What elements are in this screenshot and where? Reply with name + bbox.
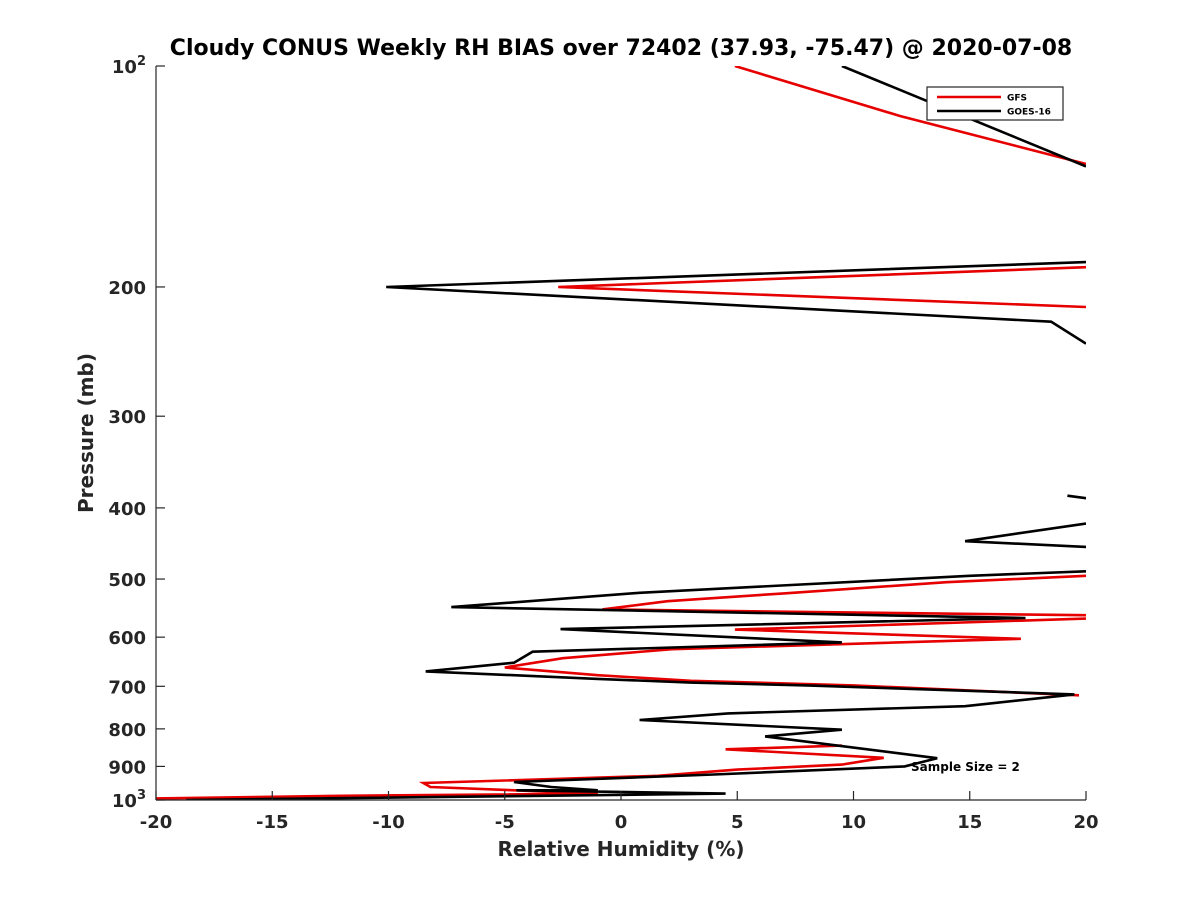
legend-box bbox=[926, 86, 1064, 121]
y-tick-label: 800 bbox=[108, 720, 146, 741]
y-tick-label: 400 bbox=[108, 499, 146, 520]
y-tick-label: 200 bbox=[108, 278, 146, 299]
series-gfs-line-0 bbox=[734, 66, 1086, 166]
series-gfs-line-1 bbox=[558, 265, 1086, 309]
y-tick-label: 900 bbox=[108, 757, 146, 778]
series-goes-16-line-1 bbox=[386, 260, 1086, 345]
ticks: -20 -15 -10 -5 0 5 10 15 20 102 200 300 400 500 600 700… bbox=[108, 54, 1098, 833]
x-tick-label: -20 bbox=[140, 812, 173, 833]
x-tick-label: -15 bbox=[256, 812, 289, 833]
legend: GFS GOES-16 bbox=[926, 86, 1064, 121]
y-axis-label: Pressure (mb) bbox=[74, 353, 98, 513]
y-tick-label: 103 bbox=[112, 788, 146, 812]
series-gfs-line-2 bbox=[602, 574, 1086, 617]
sample-size-annotation: Sample Size = 2 bbox=[911, 760, 1020, 774]
y-tick-label: 700 bbox=[108, 677, 146, 698]
legend-label-goes-16: GOES-16 bbox=[1007, 108, 1051, 118]
y-tick-label: 600 bbox=[108, 628, 146, 649]
series-goes-16-line-4 bbox=[186, 570, 1086, 800]
series-goes-16-line-3 bbox=[964, 522, 1086, 549]
y-tick-label: 300 bbox=[108, 407, 146, 428]
chart-title: Cloudy CONUS Weekly RH BIAS over 72402 (… bbox=[170, 36, 1072, 61]
series-gfs-line-3 bbox=[504, 617, 1086, 697]
x-axis-label: Relative Humidity (%) bbox=[497, 837, 744, 861]
x-tick-label: 15 bbox=[957, 812, 982, 833]
x-tick-label: -5 bbox=[495, 812, 515, 833]
x-tick-label: 0 bbox=[615, 812, 628, 833]
x-tick-label: 20 bbox=[1073, 812, 1098, 833]
plot-area bbox=[156, 66, 1086, 800]
x-tick-label: 10 bbox=[841, 812, 866, 833]
x-tick-label: 5 bbox=[731, 812, 744, 833]
x-tick-label: -10 bbox=[372, 812, 405, 833]
y-tick-label: 500 bbox=[108, 570, 146, 591]
y-tick-label: 102 bbox=[112, 54, 146, 78]
series-goes-16-line-2 bbox=[1067, 494, 1086, 500]
legend-label-gfs: GFS bbox=[1007, 94, 1027, 104]
